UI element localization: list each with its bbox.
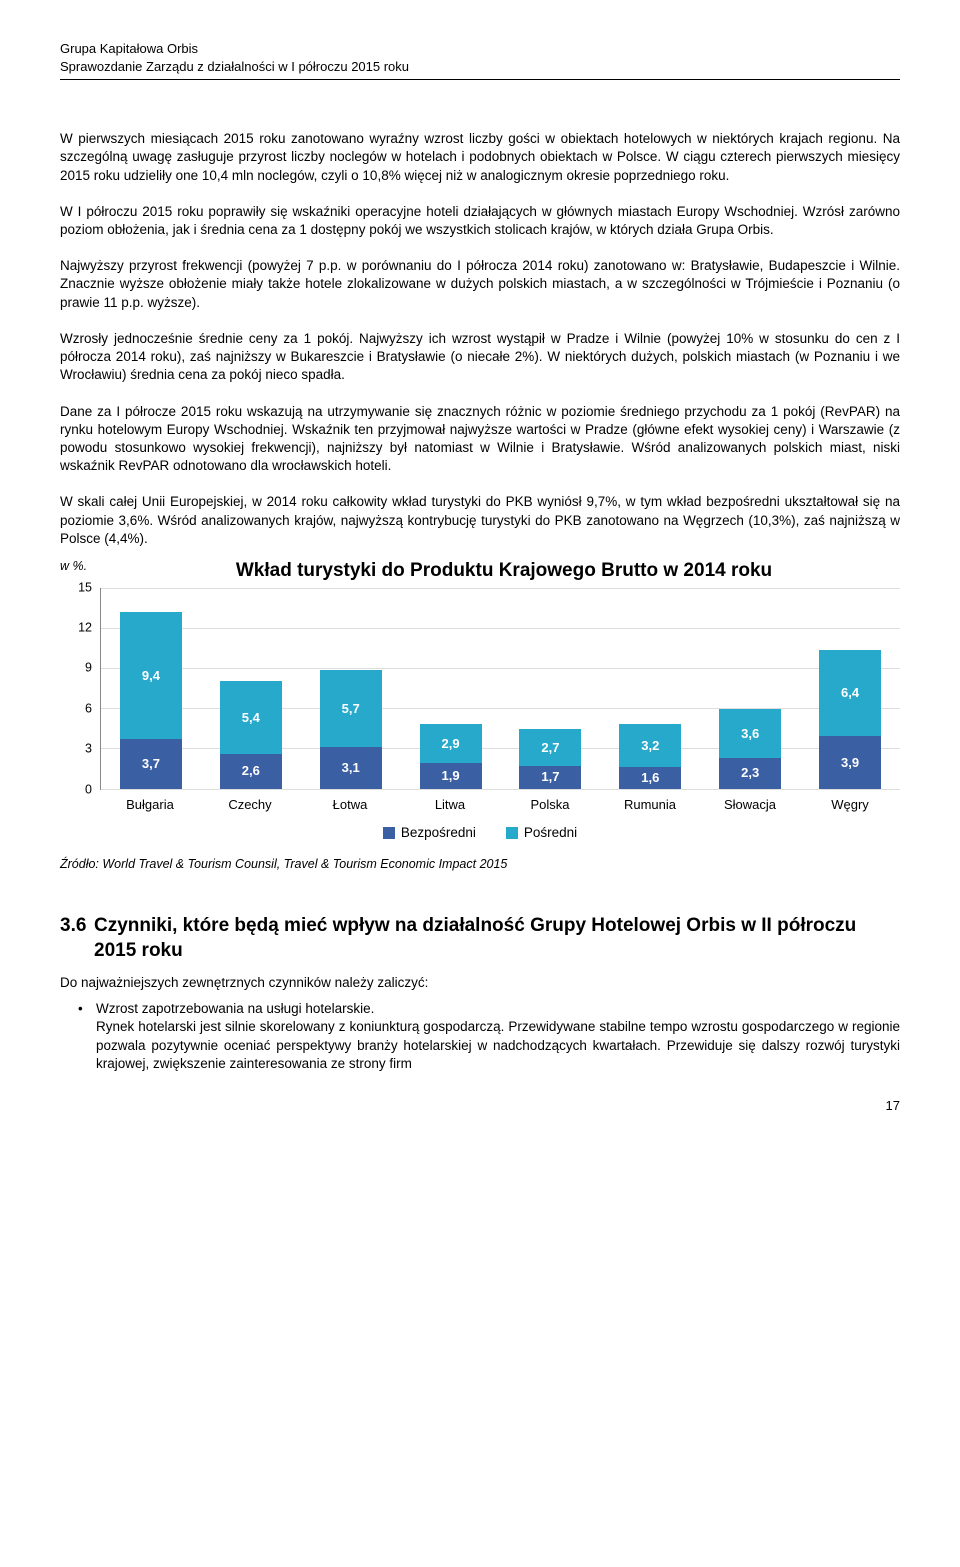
chart-gridline <box>101 789 900 790</box>
chart-column: 3,15,7 <box>301 588 401 789</box>
chart-bar-segment: 1,7 <box>519 766 581 789</box>
chart-title: Wkład turystyki do Produktu Krajowego Br… <box>108 558 900 584</box>
chart-bar: 3,96,4 <box>819 650 881 789</box>
chart-column: 3,79,4 <box>101 588 201 789</box>
chart-y-tick: 12 <box>78 620 92 637</box>
chart-plot: 3,79,42,65,43,15,71,92,91,72,71,63,22,33… <box>100 588 900 790</box>
chart-bar-segment: 5,4 <box>220 681 282 754</box>
chart-column: 1,63,2 <box>600 588 700 789</box>
bullet-lead: Wzrost zapotrzebowania na usługi hotelar… <box>96 1001 374 1016</box>
legend-label-direct: Bezpośredni <box>401 825 476 840</box>
chart-x-label: Polska <box>500 792 600 818</box>
chart-column: 3,96,4 <box>800 588 900 789</box>
page-number: 17 <box>60 1097 900 1115</box>
paragraph-2: W I półroczu 2015 roku poprawiły się wsk… <box>60 203 900 239</box>
chart-x-label: Łotwa <box>300 792 400 818</box>
header-divider <box>60 79 900 80</box>
chart-y-tick: 6 <box>85 700 92 717</box>
paragraph-5: Dane za I półrocze 2015 roku wskazują na… <box>60 403 900 476</box>
chart-bar-segment: 2,9 <box>420 724 482 763</box>
chart-y-tick: 9 <box>85 660 92 677</box>
legend-swatch-direct <box>383 827 395 839</box>
chart-x-label: Litwa <box>400 792 500 818</box>
chart-bar: 1,72,7 <box>519 729 581 788</box>
chart-bar-segment: 1,6 <box>619 767 681 789</box>
chart-y-tick: 15 <box>78 579 92 596</box>
chart-x-label: Rumunia <box>600 792 700 818</box>
chart-column: 1,92,9 <box>401 588 501 789</box>
chart-column: 1,72,7 <box>501 588 601 789</box>
chart-bar: 1,92,9 <box>420 724 482 789</box>
bullet-item: Wzrost zapotrzebowania na usługi hotelar… <box>96 1000 900 1073</box>
section-intro: Do najważniejszych zewnętrznych czynnikó… <box>60 974 900 992</box>
chart-column: 2,65,4 <box>201 588 301 789</box>
chart-bar: 2,33,6 <box>719 709 781 788</box>
chart-bar: 3,79,4 <box>120 612 182 788</box>
chart-y-axis: 03691215 <box>70 588 98 790</box>
chart-bar: 1,63,2 <box>619 724 681 789</box>
chart-bar-segment: 1,9 <box>420 763 482 789</box>
chart-bar-segment: 2,6 <box>220 754 282 789</box>
section-title: Czynniki, które będą mieć wpływ na dział… <box>94 913 900 964</box>
chart-bar-segment: 3,2 <box>619 724 681 767</box>
chart-bar-segment: 3,6 <box>719 709 781 757</box>
chart-bar-segment: 3,1 <box>320 747 382 789</box>
chart-column: 2,33,6 <box>700 588 800 789</box>
chart-container: w %. Wkład turystyki do Produktu Krajowe… <box>60 558 900 842</box>
paragraph-1: W pierwszych miesiącach 2015 roku zanoto… <box>60 130 900 185</box>
chart-bar-segment: 3,9 <box>819 736 881 789</box>
chart-bar: 3,15,7 <box>320 670 382 788</box>
chart-y-unit: w %. <box>60 558 108 575</box>
legend-item-indirect: Pośredni <box>506 824 577 842</box>
paragraph-4: Wzrosły jednocześnie średnie ceny za 1 p… <box>60 330 900 385</box>
paragraph-3: Najwyższy przyrost frekwencji (powyżej 7… <box>60 257 900 312</box>
chart-bar-segment: 2,7 <box>519 729 581 765</box>
header-company: Grupa Kapitałowa Orbis <box>60 40 900 58</box>
legend-swatch-indirect <box>506 827 518 839</box>
section-heading: 3.6 Czynniki, które będą mieć wpływ na d… <box>60 913 900 964</box>
chart-bar-segment: 5,7 <box>320 670 382 747</box>
section-number: 3.6 <box>60 913 94 964</box>
chart-y-tick: 3 <box>85 741 92 758</box>
bullet-body: Rynek hotelarski jest silnie skorelowany… <box>96 1019 900 1070</box>
header-subtitle: Sprawozdanie Zarządu z działalności w I … <box>60 58 900 76</box>
paragraph-6: W skali całej Unii Europejskiej, w 2014 … <box>60 493 900 548</box>
legend-label-indirect: Pośredni <box>524 825 577 840</box>
chart-source: Źródło: World Travel & Tourism Counsil, … <box>60 856 900 873</box>
chart-legend: Bezpośredni Pośredni <box>60 824 900 842</box>
chart-x-label: Węgry <box>800 792 900 818</box>
chart-x-label: Słowacja <box>700 792 800 818</box>
legend-item-direct: Bezpośredni <box>383 824 476 842</box>
chart-bar-segment: 3,7 <box>120 739 182 789</box>
chart-area: 03691215 3,79,42,65,43,15,71,92,91,72,71… <box>70 588 900 818</box>
chart-bar-segment: 9,4 <box>120 612 182 739</box>
chart-x-label: Bułgaria <box>100 792 200 818</box>
chart-x-label: Czechy <box>200 792 300 818</box>
chart-bar-segment: 2,3 <box>719 758 781 789</box>
chart-x-labels: BułgariaCzechyŁotwaLitwaPolskaRumuniaSło… <box>100 792 900 818</box>
chart-bar: 2,65,4 <box>220 681 282 789</box>
chart-y-tick: 0 <box>85 781 92 798</box>
bullet-list: Wzrost zapotrzebowania na usługi hotelar… <box>60 1000 900 1073</box>
chart-bar-segment: 6,4 <box>819 650 881 736</box>
